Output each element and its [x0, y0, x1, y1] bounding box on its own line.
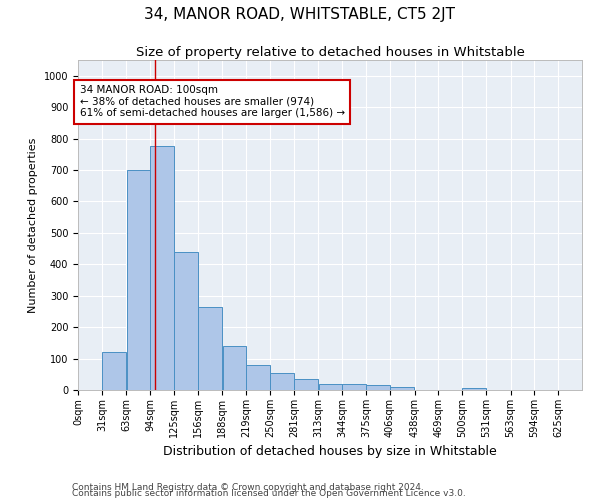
Bar	[462, 388, 486, 390]
Bar	[343, 384, 366, 390]
Bar	[390, 387, 415, 390]
X-axis label: Distribution of detached houses by size in Whitstable: Distribution of detached houses by size …	[163, 446, 497, 458]
Bar	[127, 170, 150, 390]
Text: 34 MANOR ROAD: 100sqm
← 38% of detached houses are smaller (974)
61% of semi-det: 34 MANOR ROAD: 100sqm ← 38% of detached …	[80, 85, 344, 118]
Bar	[366, 386, 390, 390]
Text: Contains HM Land Registry data © Crown copyright and database right 2024.: Contains HM Land Registry data © Crown c…	[72, 484, 424, 492]
Bar	[198, 306, 223, 390]
Bar	[223, 346, 246, 390]
Bar	[294, 379, 319, 390]
Title: Size of property relative to detached houses in Whitstable: Size of property relative to detached ho…	[136, 46, 524, 59]
Text: 34, MANOR ROAD, WHITSTABLE, CT5 2JT: 34, MANOR ROAD, WHITSTABLE, CT5 2JT	[145, 8, 455, 22]
Bar	[174, 252, 198, 390]
Bar	[247, 365, 270, 390]
Bar	[102, 352, 126, 390]
Y-axis label: Number of detached properties: Number of detached properties	[28, 138, 38, 312]
Bar	[319, 384, 342, 390]
Text: Contains public sector information licensed under the Open Government Licence v3: Contains public sector information licen…	[72, 490, 466, 498]
Bar	[270, 372, 294, 390]
Bar	[151, 146, 174, 390]
